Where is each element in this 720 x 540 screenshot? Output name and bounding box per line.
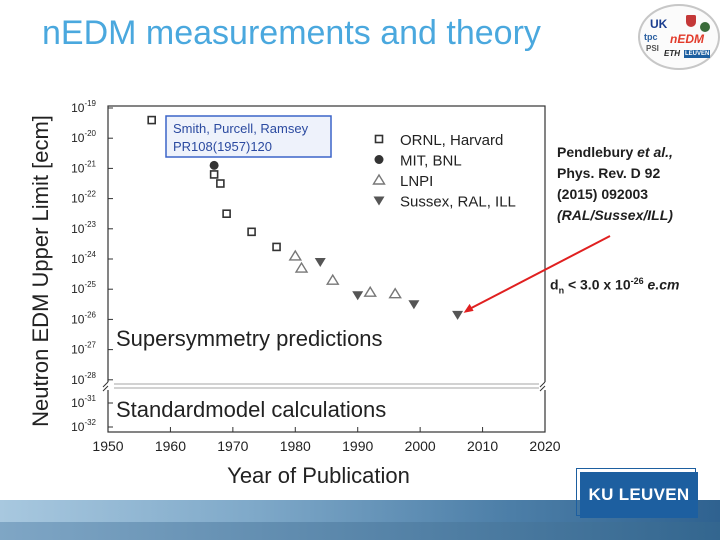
data-point <box>222 209 231 218</box>
y-tick-label: 10-22 <box>71 190 96 206</box>
smith-purcell-label: Smith, Purcell, Ramsey <box>173 121 309 136</box>
annot-layer: Smith, Purcell, Ramsey PR108(1957)120 <box>165 115 611 313</box>
ref-collab: (RAL/Sussex/ILL) <box>557 207 673 223</box>
data-point <box>209 170 219 179</box>
legend-layer: ORNL, Harvard MIT, BNL LNPI Sussex, RAL, IL… <box>372 132 516 211</box>
logo-shield-icon <box>686 15 696 27</box>
y-tick-label: 10-19 <box>71 99 96 115</box>
x-tick-label: 1960 <box>155 438 186 454</box>
data-point <box>352 291 364 301</box>
y-tick-label: 10-32 <box>71 418 96 434</box>
marks-layer <box>147 115 464 320</box>
data-point <box>452 310 464 320</box>
y-tick-label: 10-25 <box>71 280 96 296</box>
limit-statement: dn < 3.0 x 10-26 e.cm <box>550 276 679 295</box>
data-point <box>363 285 377 297</box>
y-tick-label: 10-24 <box>71 250 96 266</box>
limit-unit: e.cm <box>643 276 680 293</box>
x-tick-label: 2010 <box>467 438 498 454</box>
legend-marker <box>374 155 384 164</box>
logo-leuven: LEUVEN <box>684 50 711 58</box>
limit-subscript: n <box>558 285 565 296</box>
x-tick-label: 2000 <box>405 438 436 454</box>
y-tick-label: 10-20 <box>71 129 96 145</box>
legend-marker <box>374 134 384 144</box>
data-point <box>147 115 156 125</box>
y-tick-label: 10-27 <box>71 341 96 357</box>
legend-label: Sussex, RAL, ILL <box>400 194 516 211</box>
smith-purcell-box <box>165 115 332 158</box>
data-point <box>288 249 303 261</box>
bottom-band-lower <box>0 522 720 540</box>
y-tick-label: 10-23 <box>71 220 96 236</box>
data-point <box>216 179 225 188</box>
logo-nedm: nEDM <box>670 32 704 46</box>
legend-label: MIT, BNL <box>400 153 462 170</box>
logo-psi: PSI <box>646 44 659 53</box>
x-tick-label: 1950 <box>92 438 123 454</box>
plot-frame <box>107 105 546 433</box>
reference-arrow-head <box>463 303 474 313</box>
susy-label: Supersymmetry predictions <box>116 326 383 351</box>
y-tick-label: 10-28 <box>71 371 96 387</box>
ku-leuven-logo: KU LEUVEN <box>576 468 698 518</box>
legend-label: ORNL, Harvard <box>400 132 503 149</box>
consortium-logo: UK tpc PSI nEDM ETH LEUVEN <box>638 4 720 70</box>
y-tick-label: 10-21 <box>71 159 96 175</box>
reference-arrow <box>471 235 611 309</box>
x-tick-label: 1970 <box>217 438 248 454</box>
smith-purcell-ref: PR108(1957)120 <box>173 139 272 154</box>
labels-layer: 10-19 10-20 10-21 10-22 10-23 10-24 10-25 10-26… <box>28 99 561 488</box>
legend-marker <box>372 173 386 185</box>
ref-author: Pendlebury <box>557 144 638 160</box>
x-tick-label: 1980 <box>280 438 311 454</box>
data-point <box>272 242 281 252</box>
slide-title: nEDM measurements and theory <box>42 14 541 52</box>
ref-year: (2015) 092003 <box>557 186 649 202</box>
y-tick-label: 10-31 <box>71 394 96 410</box>
legend-label: LNPI <box>400 173 433 190</box>
data-point <box>294 261 309 273</box>
data-point <box>408 300 420 310</box>
limit-prefix: d <box>550 276 559 293</box>
x-tick-label: 1990 <box>342 438 373 454</box>
logo-eth: ETH <box>664 49 680 58</box>
data-point <box>325 273 340 285</box>
data-point <box>247 227 256 237</box>
logo-tpc: tpc <box>644 32 658 42</box>
data-point <box>209 160 219 170</box>
y-axis-label: Neutron EDM Upper Limit [ecm] <box>28 115 53 427</box>
reference-block: Pendlebury et al., Phys. Rev. D 92 (2015… <box>557 142 673 226</box>
sm-label: Standardmodel calculations <box>116 397 386 422</box>
x-tick-label: 2020 <box>529 438 560 454</box>
ref-etal: et al., <box>637 144 673 160</box>
ref-journal: Phys. Rev. D 92 <box>557 165 661 181</box>
axis-break-mark-left <box>102 381 109 392</box>
ticks-layer <box>107 107 546 432</box>
frame-layer <box>102 105 551 433</box>
y-tick-label: 10-26 <box>71 310 96 326</box>
data-point <box>314 258 326 268</box>
limit-exponent: -26 <box>630 276 644 286</box>
logo-uk: UK <box>650 17 668 31</box>
limit-middle: < 3.0 x 10 <box>564 276 631 293</box>
axis-break-mark-right <box>539 381 546 392</box>
data-point <box>388 287 402 299</box>
x-axis-label: Year of Publication <box>227 463 410 488</box>
logo-crest-icon <box>700 22 710 32</box>
legend-marker <box>373 196 385 206</box>
